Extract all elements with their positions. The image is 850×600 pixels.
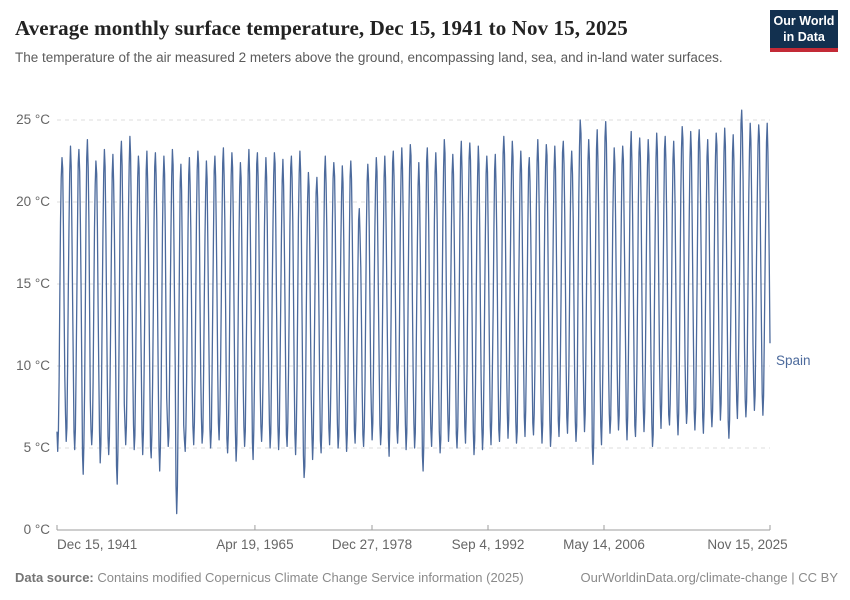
x-axis-tick-label: Nov 15, 2025 [707,537,788,552]
credit-link: OurWorldinData.org/climate-change | CC B… [580,570,838,585]
chart-footer: Data source: Contains modified Copernicu… [15,570,838,585]
temperature-line-series[interactable] [56,109,771,515]
owid-logo-line2: in Data [783,29,825,44]
data-source-note: Data source: Contains modified Copernicu… [15,570,524,585]
owid-logo[interactable]: Our World in Data [770,10,838,52]
data-source-label: Data source: [15,570,94,585]
owid-logo-line1: Our World [773,14,835,28]
y-axis-tick-label: 5 °C [23,440,50,455]
x-axis-tick-label: May 14, 2006 [563,537,645,552]
x-axis-tick-label: Sep 4, 1992 [451,537,525,552]
y-axis-tick-label: 20 °C [16,194,50,209]
y-axis-tick-label: 10 °C [16,358,50,373]
x-axis-tick-label: Apr 19, 1965 [216,537,294,552]
data-source-text: Contains modified Copernicus Climate Cha… [97,570,524,585]
y-axis-tick-label: 15 °C [16,276,50,291]
y-axis-tick-label: 0 °C [23,522,50,537]
y-axis-tick-label: 25 °C [16,112,50,127]
x-axis-tick-label: Dec 27, 1978 [331,537,413,552]
series-label-spain: Spain [776,353,811,369]
chart-title: Average monthly surface temperature, Dec… [15,16,628,40]
x-axis-tick-label: Dec 15, 1941 [57,537,138,552]
chart-subtitle: The temperature of the air measured 2 me… [15,50,723,65]
